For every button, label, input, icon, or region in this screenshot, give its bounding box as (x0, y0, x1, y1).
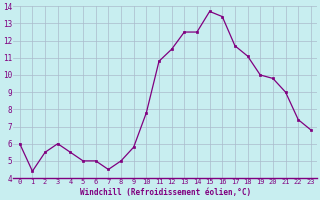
X-axis label: Windchill (Refroidissement éolien,°C): Windchill (Refroidissement éolien,°C) (80, 188, 251, 197)
